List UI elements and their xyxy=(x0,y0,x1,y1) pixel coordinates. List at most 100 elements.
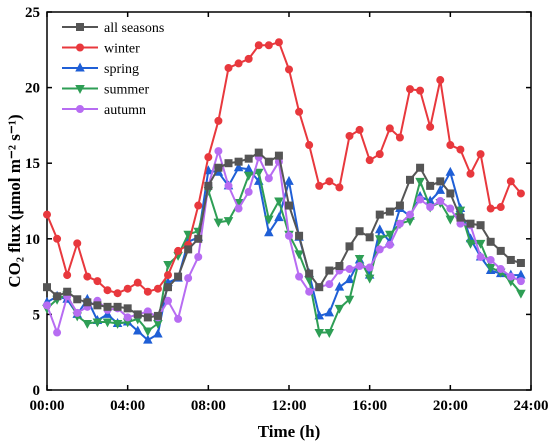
series-all-seasons xyxy=(43,148,525,322)
data-point-summer xyxy=(102,318,113,328)
data-point-all-seasons xyxy=(244,154,253,163)
data-point-winter xyxy=(436,76,445,85)
data-point-spring xyxy=(324,307,335,317)
data-point-winter xyxy=(194,201,203,210)
data-point-all-seasons xyxy=(456,213,465,222)
data-point-all-seasons xyxy=(264,157,273,166)
data-point-all-seasons xyxy=(73,295,82,304)
data-point-all-seasons xyxy=(335,262,344,271)
y-tick-label: 0 xyxy=(33,383,41,399)
data-point-all-seasons xyxy=(254,148,263,157)
data-point-winter xyxy=(466,169,475,178)
data-point-winter xyxy=(496,203,505,212)
data-point-winter xyxy=(315,181,324,190)
data-point-summer xyxy=(334,304,345,314)
data-point-all-seasons xyxy=(153,311,162,320)
legend-label: autumn xyxy=(104,103,146,118)
legend-marker xyxy=(75,62,85,72)
x-tick-label: 24:00 xyxy=(514,398,549,414)
data-point-winter xyxy=(274,38,283,47)
data-point-autumn xyxy=(184,274,193,283)
data-point-winter xyxy=(375,150,384,159)
data-point-spring xyxy=(435,184,446,194)
data-point-winter xyxy=(133,278,142,287)
data-point-summer xyxy=(374,235,385,245)
data-point-winter xyxy=(123,284,132,293)
data-point-autumn xyxy=(375,245,384,254)
data-point-winter xyxy=(516,189,525,198)
y-tick-label: 5 xyxy=(33,307,41,323)
data-point-summer xyxy=(274,197,284,207)
data-point-winter xyxy=(405,85,414,94)
data-point-all-seasons xyxy=(345,242,354,251)
legend: all seasons winter spring summer autumn xyxy=(62,21,164,118)
data-point-winter xyxy=(456,145,465,154)
data-point-all-seasons xyxy=(506,255,515,264)
data-point-winter xyxy=(163,271,172,280)
legend-label: spring xyxy=(104,62,139,77)
data-point-autumn xyxy=(355,262,364,271)
data-point-all-seasons xyxy=(194,234,203,243)
data-point-winter xyxy=(365,156,374,165)
data-point-autumn xyxy=(345,265,354,274)
data-point-winter xyxy=(174,246,183,255)
data-point-summer xyxy=(243,171,254,181)
data-point-summer xyxy=(82,319,93,329)
data-point-spring xyxy=(264,227,274,237)
data-point-autumn xyxy=(284,231,293,240)
data-point-autumn xyxy=(244,187,253,196)
data-point-summer xyxy=(485,264,496,273)
data-point-all-seasons xyxy=(113,302,122,311)
data-point-winter xyxy=(244,54,253,63)
data-point-autumn xyxy=(516,277,525,286)
data-point-spring xyxy=(132,325,143,335)
data-point-spring xyxy=(153,328,163,338)
x-tick-label: 12:00 xyxy=(272,398,307,414)
data-point-autumn xyxy=(174,314,183,323)
data-point-all-seasons xyxy=(516,258,525,267)
data-point-summer xyxy=(264,215,274,225)
data-point-winter xyxy=(264,41,273,50)
data-point-summer xyxy=(385,230,395,240)
data-point-winter xyxy=(486,204,495,213)
data-point-all-seasons xyxy=(204,181,213,190)
legend-item-autumn: autumn xyxy=(62,103,146,118)
data-point-all-seasons xyxy=(214,163,223,172)
data-point-spring xyxy=(445,166,456,176)
data-point-winter xyxy=(53,234,62,243)
data-point-winter xyxy=(325,177,334,186)
data-point-summer xyxy=(223,217,234,227)
data-point-winter xyxy=(295,107,304,116)
data-point-all-seasons xyxy=(365,233,374,242)
x-axis: 00:00 04:00 08:00 12:00 16:00 20:00 24:00 xyxy=(30,12,549,414)
data-point-summer xyxy=(294,250,304,260)
data-point-all-seasons xyxy=(284,201,293,210)
data-point-summer xyxy=(465,239,476,249)
legend-item-summer: summer xyxy=(62,83,149,98)
data-point-summer xyxy=(415,177,425,187)
data-point-winter xyxy=(224,63,233,72)
data-point-winter xyxy=(416,86,425,95)
data-point-all-seasons xyxy=(496,246,505,255)
y-tick-label: 25 xyxy=(25,5,40,21)
data-point-all-seasons xyxy=(375,210,384,219)
y-tick-label: 20 xyxy=(25,81,40,97)
data-point-autumn xyxy=(405,210,414,219)
data-point-summer xyxy=(445,215,456,225)
data-point-spring xyxy=(374,224,385,234)
series-winter xyxy=(43,38,525,298)
data-point-autumn xyxy=(295,272,304,281)
data-point-all-seasons xyxy=(224,159,233,168)
data-point-summer xyxy=(143,327,153,337)
legend-label: summer xyxy=(104,83,149,98)
data-point-summer xyxy=(324,329,335,338)
data-point-autumn xyxy=(395,219,404,228)
data-point-spring xyxy=(143,334,153,344)
data-point-all-seasons xyxy=(355,227,364,236)
data-point-autumn xyxy=(416,195,425,204)
data-point-winter xyxy=(254,41,263,50)
data-point-all-seasons xyxy=(466,219,475,228)
data-point-winter xyxy=(63,271,72,280)
y-axis-title: CO₂ flux (μmol m⁻² s⁻¹) xyxy=(5,114,24,287)
